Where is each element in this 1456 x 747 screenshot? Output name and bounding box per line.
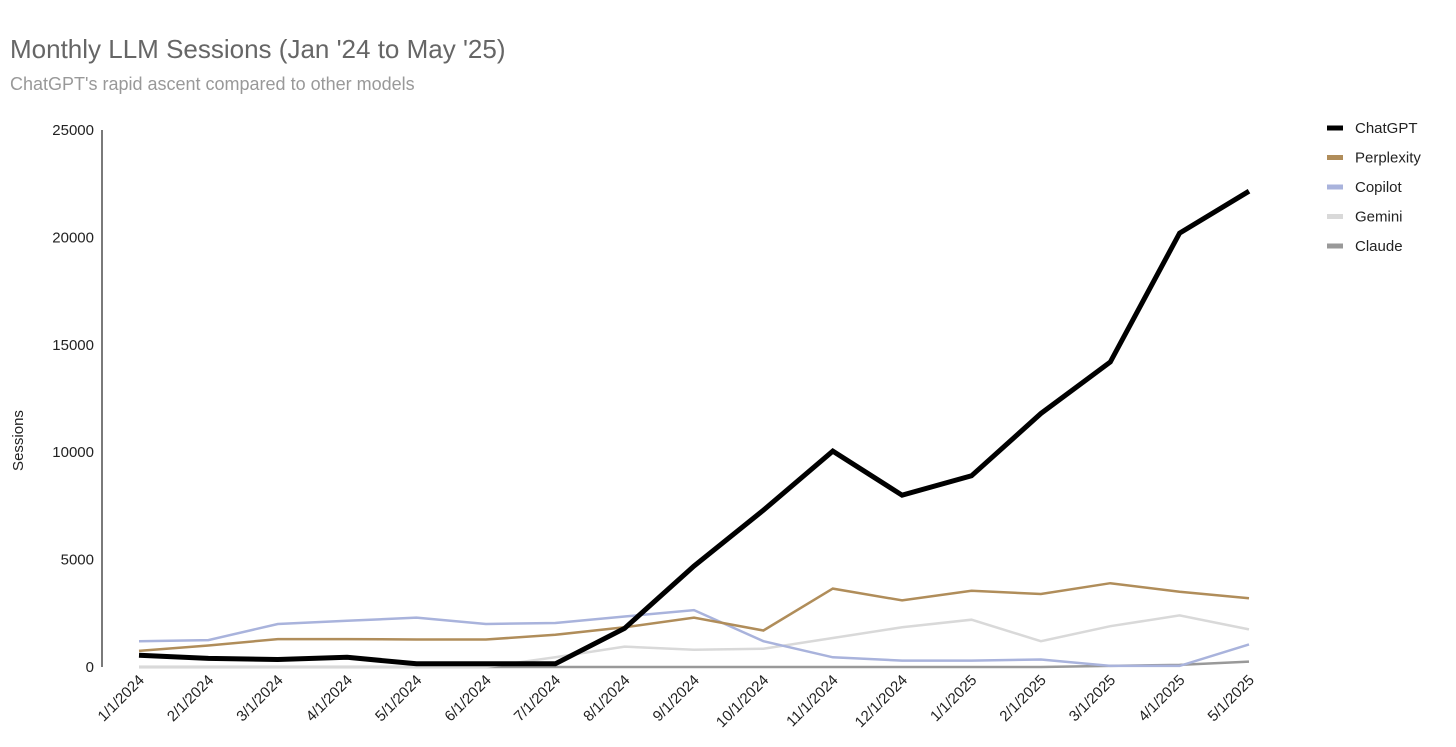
- x-tick-label: 3/1/2025: [1066, 672, 1119, 725]
- chart-title: Monthly LLM Sessions (Jan '24 to May '25…: [10, 34, 506, 64]
- y-axis-title: Sessions: [10, 410, 27, 471]
- legend-label-claude: Claude: [1355, 238, 1403, 255]
- y-tick-label: 20000: [52, 229, 94, 246]
- legend-label-copilot: Copilot: [1355, 179, 1403, 196]
- legend-label-perplexity: Perplexity: [1355, 150, 1421, 167]
- x-tick-label: 3/1/2024: [233, 672, 286, 725]
- series-line-copilot: [138, 608, 1250, 668]
- x-tick-label: 11/1/2024: [783, 672, 841, 730]
- y-tick-label: 25000: [52, 122, 94, 139]
- y-tick-label: 10000: [52, 444, 94, 461]
- x-tick-label: 1/1/2024: [95, 672, 148, 725]
- x-tick-label: 7/1/2024: [511, 672, 564, 725]
- legend-label-gemini: Gemini: [1355, 209, 1403, 226]
- x-tick-label: 4/1/2024: [303, 672, 356, 725]
- series-line-perplexity: [138, 581, 1250, 653]
- legend: ChatGPT Perplexity Copilot Gemini Claude: [1327, 120, 1421, 255]
- x-tick-label: 1/1/2025: [927, 672, 980, 725]
- series-line-chatgpt: [138, 189, 1251, 667]
- x-tick-label: 9/1/2024: [650, 672, 703, 725]
- series-lines: [138, 189, 1251, 669]
- x-tick-label: 2/1/2024: [164, 672, 217, 725]
- x-tick-label: 10/1/2024: [713, 672, 772, 731]
- x-tick-label: 4/1/2025: [1135, 672, 1188, 725]
- x-tick-label: 8/1/2024: [580, 672, 633, 725]
- x-tick-label: 5/1/2025: [1205, 672, 1258, 725]
- x-tick-label: 6/1/2024: [441, 672, 494, 725]
- x-tick-label: 2/1/2025: [996, 672, 1049, 725]
- x-tick-label: 12/1/2024: [852, 672, 911, 731]
- y-tick-label: 5000: [61, 552, 94, 569]
- y-tick-label: 0: [86, 659, 94, 676]
- x-tick-label: 5/1/2024: [372, 672, 425, 725]
- y-tick-label: 15000: [52, 337, 94, 354]
- series-line-gemini: [139, 614, 1250, 669]
- x-axis: 1/1/2024 2/1/2024 3/1/2024 4/1/2024 5/1/2024…: [95, 672, 1258, 731]
- legend-label-chatgpt: ChatGPT: [1355, 120, 1418, 137]
- y-axis: 0 5000 10000 15000 20000 25000 Sessions: [10, 122, 103, 676]
- chart-subtitle: ChatGPT's rapid ascent compared to other…: [10, 74, 415, 94]
